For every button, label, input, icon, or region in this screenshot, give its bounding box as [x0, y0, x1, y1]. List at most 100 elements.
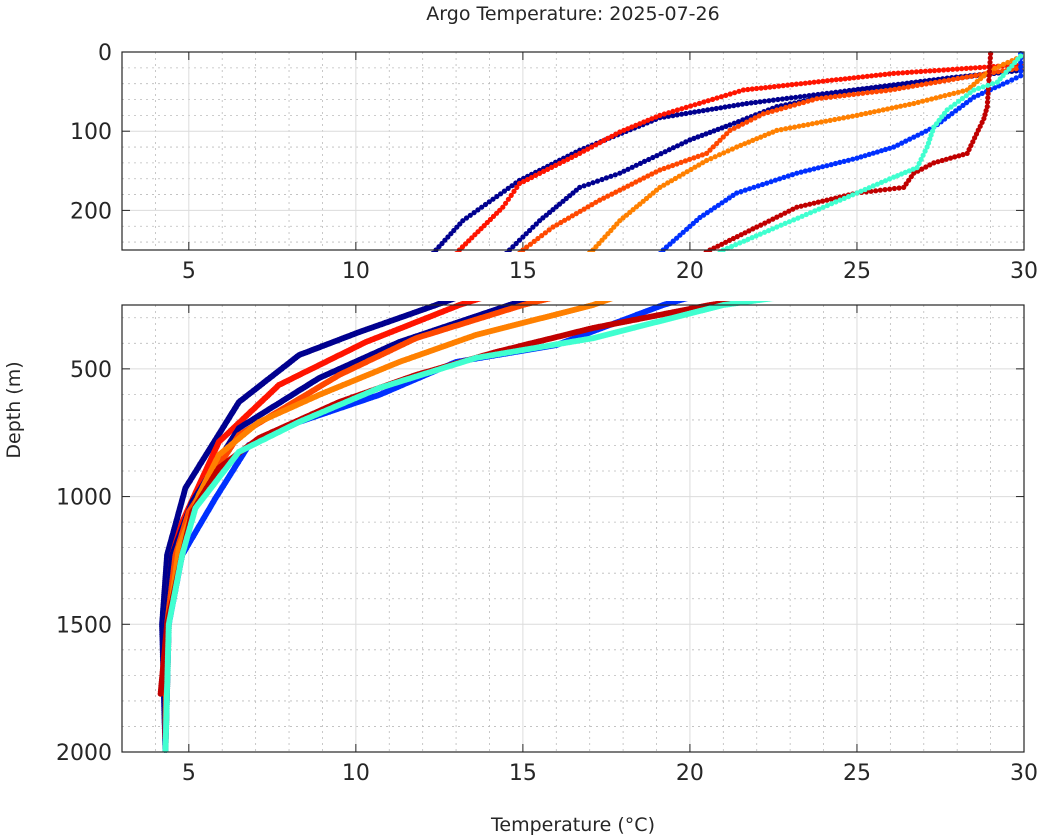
profile-2-point — [431, 279, 436, 284]
profile-1-point — [475, 207, 481, 213]
profile-1-point — [802, 93, 808, 99]
profile-5-point — [832, 116, 838, 123]
profile-8-series — [162, 301, 774, 753]
profile-7-point — [882, 187, 888, 193]
x-tick-label: 20 — [676, 761, 704, 786]
profile-5-point — [721, 150, 727, 156]
profile-1-point — [744, 100, 750, 107]
profile-1-point — [403, 281, 408, 286]
profile-7-point — [626, 297, 631, 302]
profile-1-point — [415, 268, 420, 273]
profile-2-point — [645, 117, 651, 123]
profile-1-point — [406, 278, 411, 283]
profile-4-point — [475, 291, 480, 296]
profile-1-point — [463, 215, 470, 221]
profile-7-point — [811, 200, 817, 206]
profile-5-point — [692, 164, 698, 170]
x-tick-label: 30 — [1010, 259, 1038, 284]
profile-7-point — [770, 216, 776, 222]
profile-1-point — [793, 94, 799, 100]
profile-1-point — [424, 258, 429, 263]
profile-4-point — [678, 159, 684, 165]
profile-1-point — [378, 308, 383, 313]
profile-3-point — [520, 234, 526, 240]
profile-7-point — [891, 185, 898, 192]
profile-6-point — [695, 292, 701, 298]
profile-7-point — [877, 187, 883, 193]
profile-8-point — [929, 128, 936, 134]
profile-5-point — [708, 156, 714, 162]
profile-3-point — [646, 156, 652, 163]
profile-6-point — [979, 90, 985, 96]
profile-3-point — [469, 287, 474, 292]
profile-5-point — [787, 125, 793, 131]
profile-5-point — [758, 134, 764, 140]
profile-3-point — [683, 139, 689, 145]
profile-6-point — [971, 94, 977, 100]
profile-8-point — [948, 104, 954, 110]
profile-3-point — [876, 84, 882, 90]
profile-5-point — [898, 103, 904, 109]
profile-7-point — [752, 295, 758, 301]
profile-4-point — [739, 121, 746, 127]
profile-2-point — [807, 80, 813, 86]
profile-1-point — [810, 92, 817, 98]
y-tick-label: 500 — [70, 358, 112, 383]
profile-7-point — [985, 90, 991, 96]
profile-2-point — [503, 200, 509, 206]
profile-7-point — [979, 119, 985, 125]
profile-6-point — [677, 232, 683, 238]
profile-5-point — [924, 97, 930, 103]
profile-2-point — [882, 71, 888, 77]
profile-4-point — [805, 98, 811, 104]
profile-4-point — [896, 85, 903, 92]
profile-5-point — [823, 118, 829, 124]
profile-5-point — [569, 264, 574, 269]
profile-1-point — [775, 96, 781, 103]
profile-5-point — [617, 218, 623, 224]
profile-2-point — [454, 250, 459, 252]
profile-5-point — [576, 259, 581, 264]
profile-2-point — [565, 156, 571, 162]
profile-4-point — [682, 158, 689, 164]
profile-4-point — [800, 99, 807, 106]
profile-5-point — [587, 250, 592, 252]
profile-4-point — [1013, 66, 1019, 72]
profile-7-point — [807, 201, 813, 207]
profile-8-point — [657, 298, 662, 303]
profile-7-point — [798, 203, 804, 209]
profile-1-point — [696, 108, 702, 114]
profile-7-point — [973, 131, 980, 137]
profile-2-point — [968, 65, 974, 71]
profile-3-point — [650, 154, 656, 161]
profile-8-point — [971, 87, 977, 93]
profile-8-point — [769, 301, 773, 302]
profile-6-point — [845, 157, 852, 163]
profile-6-point — [640, 272, 645, 277]
profile-8-point — [594, 348, 599, 353]
profile-2-point — [732, 90, 738, 96]
profile-2-point — [625, 126, 631, 132]
profile-8-point — [729, 243, 735, 250]
profile-5-point — [672, 175, 679, 182]
profile-7-point — [715, 243, 721, 249]
profile-2-point — [736, 88, 742, 94]
profile-1-point — [806, 93, 812, 99]
profile-7-point — [782, 210, 788, 216]
profile-4-point — [550, 295, 556, 301]
profile-1-point — [409, 274, 414, 279]
profile-5-point — [562, 270, 567, 275]
profile-2-point — [426, 286, 431, 291]
profile-8-point — [791, 217, 797, 223]
profile-4-point — [452, 313, 457, 318]
profile-4-point — [869, 89, 875, 95]
x-tick-label: 30 — [1010, 761, 1038, 786]
profile-3-point — [731, 120, 737, 126]
profile-2-point — [977, 64, 983, 71]
profile-8-point — [874, 181, 881, 187]
profile-6-point — [684, 226, 690, 232]
profile-2-point — [448, 258, 453, 263]
y-tick-label: 100 — [70, 120, 112, 145]
profile-7-point — [960, 152, 966, 158]
profile-7-series — [626, 51, 994, 302]
